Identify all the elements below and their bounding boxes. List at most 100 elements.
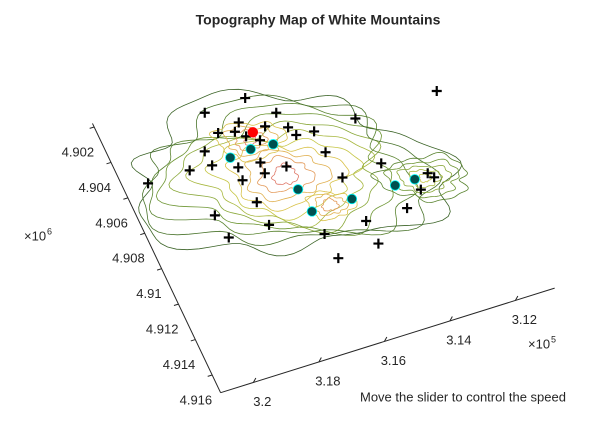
contour-line bbox=[313, 193, 350, 216]
x-tick bbox=[383, 336, 388, 342]
circle-marker bbox=[225, 152, 236, 163]
y-tick bbox=[89, 126, 95, 129]
y-tick-label: 4.908 bbox=[112, 251, 145, 266]
plus-marker bbox=[320, 147, 331, 158]
caption: Move the slider to control the speed bbox=[360, 389, 566, 404]
plus-marker bbox=[429, 172, 440, 183]
plus-marker bbox=[337, 172, 348, 183]
plus-marker bbox=[254, 135, 265, 146]
x-tick bbox=[514, 295, 519, 301]
plus-marker bbox=[229, 126, 240, 137]
y-tick bbox=[123, 197, 129, 200]
plus-marker bbox=[402, 203, 413, 214]
contour-line bbox=[244, 149, 333, 203]
y-tick bbox=[173, 303, 179, 307]
circle-marker bbox=[247, 127, 259, 138]
series bbox=[225, 139, 420, 217]
contour-line bbox=[304, 190, 358, 222]
x-tick-label: 3.2 bbox=[253, 394, 271, 409]
circle-marker bbox=[306, 206, 318, 217]
contour-line bbox=[320, 197, 340, 212]
axis-exponent: 6 bbox=[47, 226, 52, 236]
chart-title: Topography Map of White Mountains bbox=[196, 12, 441, 28]
plus-marker bbox=[199, 107, 210, 118]
plus-marker bbox=[240, 93, 251, 104]
plus-marker bbox=[271, 107, 282, 118]
plus-marker bbox=[184, 165, 195, 176]
plus-marker bbox=[281, 161, 292, 172]
y-tick bbox=[190, 339, 196, 342]
plus-marker bbox=[209, 210, 220, 221]
plus-marker bbox=[143, 178, 154, 189]
series bbox=[247, 127, 259, 138]
axis-line bbox=[92, 123, 222, 393]
plus-marker bbox=[373, 238, 384, 249]
circle-marker bbox=[245, 144, 256, 155]
contour-line bbox=[383, 158, 460, 199]
y-tick bbox=[156, 268, 162, 271]
x-tick-label: 3.18 bbox=[315, 373, 340, 388]
contour-line bbox=[185, 128, 376, 229]
plus-marker bbox=[319, 228, 330, 239]
contour-line bbox=[142, 94, 442, 246]
plus-marker bbox=[241, 131, 252, 142]
circle-marker bbox=[267, 139, 279, 150]
axis-multiplier: ×10 bbox=[24, 228, 46, 243]
x-tick-label: 3.16 bbox=[381, 353, 406, 368]
y-tick bbox=[106, 161, 112, 165]
plus-marker bbox=[333, 253, 344, 264]
y-tick-label: 4.904 bbox=[78, 180, 111, 195]
contour-line bbox=[149, 102, 419, 236]
y-tick-label: 4.902 bbox=[62, 144, 95, 159]
plus-marker bbox=[223, 232, 234, 243]
plus-marker bbox=[251, 197, 262, 208]
contour-line bbox=[222, 125, 279, 157]
contour-line bbox=[204, 138, 365, 221]
circle-marker bbox=[389, 180, 401, 191]
plus-marker bbox=[233, 162, 244, 173]
plus-marker bbox=[255, 157, 266, 168]
plus-marker bbox=[309, 126, 320, 137]
y-tick-label: 4.914 bbox=[163, 357, 196, 372]
x-tick bbox=[449, 316, 453, 322]
contour-line bbox=[396, 164, 453, 193]
x-tick bbox=[318, 357, 322, 363]
plus-marker bbox=[259, 168, 270, 179]
y-tick-label: 4.91 bbox=[136, 286, 161, 301]
circle-marker bbox=[346, 193, 358, 205]
axis-multiplier: ×10 bbox=[528, 336, 550, 351]
plus-marker bbox=[199, 146, 210, 157]
plus-marker bbox=[233, 117, 244, 128]
plus-marker bbox=[207, 160, 218, 171]
plus-marker bbox=[283, 122, 294, 133]
plus-marker bbox=[260, 121, 271, 132]
plus-marker bbox=[264, 219, 275, 230]
contour-line bbox=[225, 144, 350, 212]
x-tick-label: 3.14 bbox=[446, 332, 471, 347]
y-tick-label: 4.906 bbox=[95, 215, 128, 230]
plus-marker bbox=[361, 215, 372, 226]
y-tick bbox=[140, 232, 145, 236]
plus-marker bbox=[237, 175, 248, 186]
contour-line bbox=[168, 120, 382, 234]
contours bbox=[130, 88, 469, 257]
circle-marker bbox=[409, 174, 420, 185]
x-tick-label: 3.12 bbox=[512, 312, 537, 327]
plus-marker bbox=[350, 113, 361, 124]
y-tick bbox=[207, 374, 213, 377]
plus-marker bbox=[213, 127, 224, 138]
series bbox=[143, 85, 442, 264]
plus-marker bbox=[415, 184, 426, 195]
x-tick bbox=[252, 377, 257, 383]
plus-marker bbox=[376, 158, 387, 169]
contour-line bbox=[155, 113, 394, 236]
axis-exponent: 5 bbox=[551, 334, 556, 344]
plus-marker bbox=[291, 129, 302, 140]
plus-marker bbox=[431, 85, 442, 96]
contour-line bbox=[370, 151, 469, 204]
axis-line bbox=[220, 287, 555, 394]
contour-line bbox=[208, 121, 288, 163]
y-tick-label: 4.912 bbox=[146, 322, 179, 337]
